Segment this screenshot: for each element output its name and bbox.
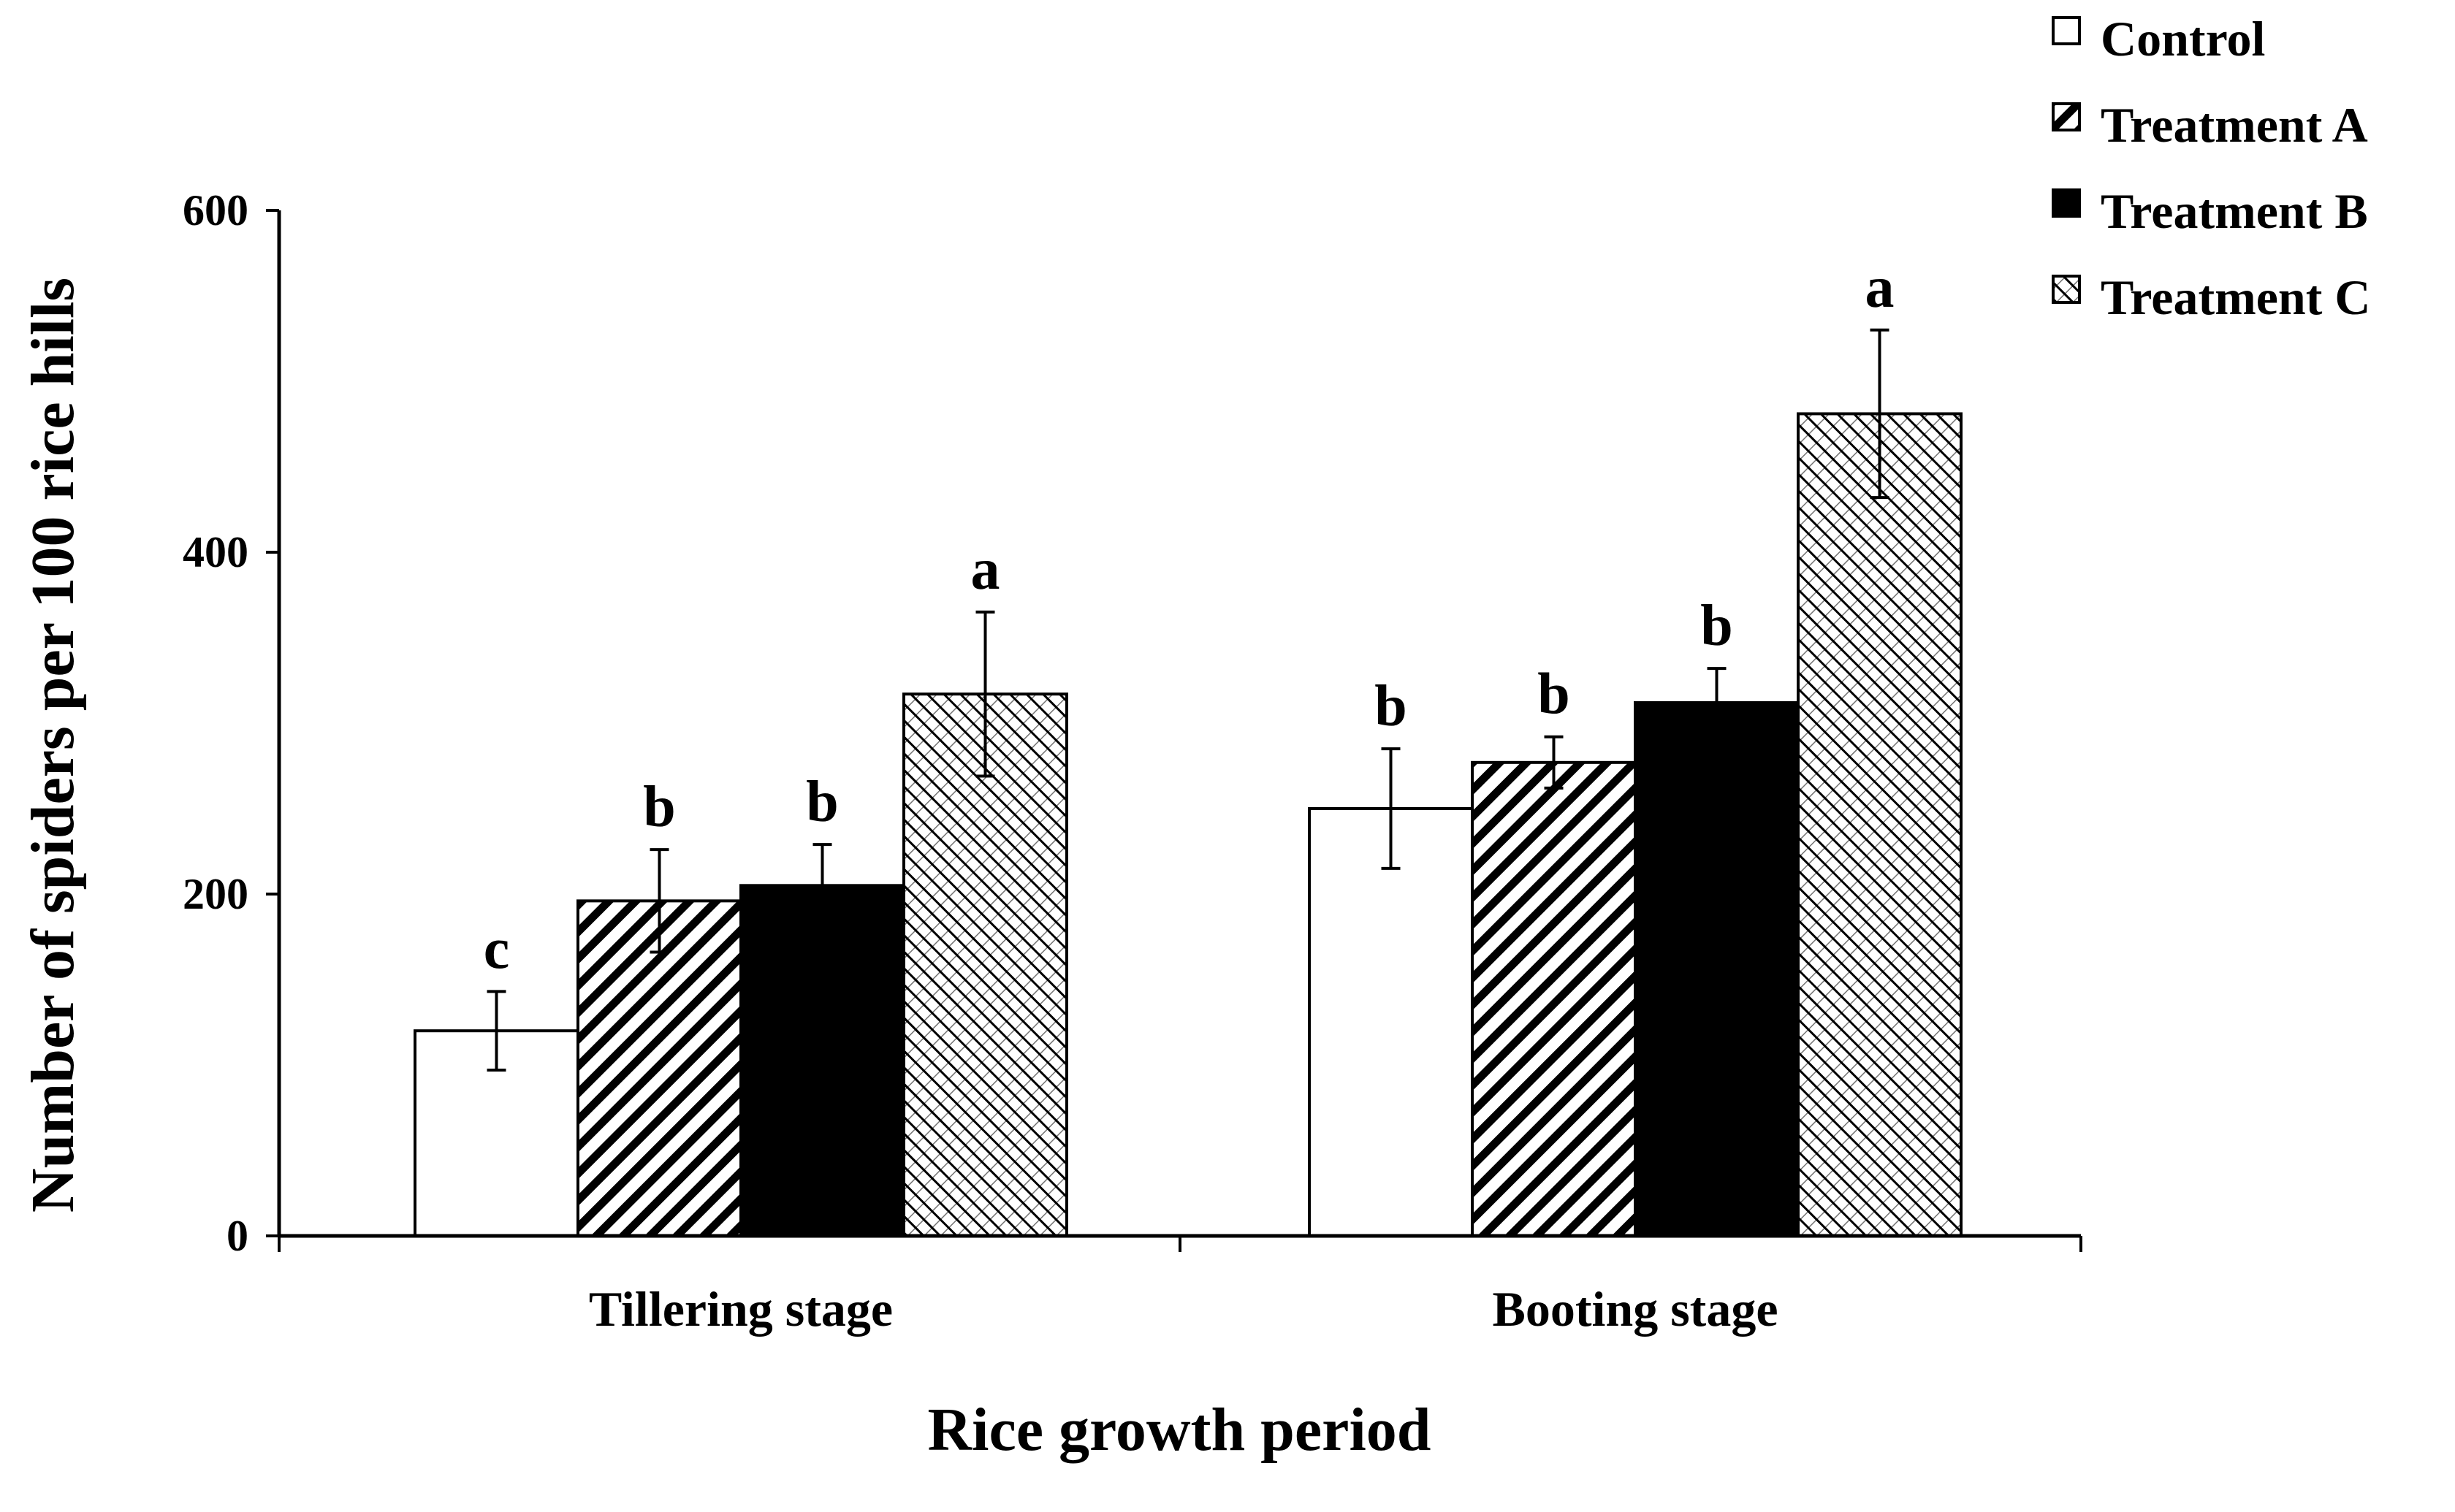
bar-treatment-b-booting-stage bbox=[1634, 700, 1800, 1237]
bar-control-booting-stage bbox=[1308, 807, 1474, 1237]
y-tick-label-200: 200 bbox=[183, 870, 248, 918]
error-bar-treatment-b-tillering-stage bbox=[812, 843, 832, 928]
legend-label-treatment-b: Treatment B bbox=[2101, 183, 2368, 239]
sig-letter-treatment-c-tillering-stage: a bbox=[971, 538, 1000, 602]
bar-treatment-c-booting-stage bbox=[1797, 412, 1963, 1238]
x-axis-title: Rice growth period bbox=[927, 1396, 1431, 1464]
error-bar-treatment-b-booting-stage bbox=[1707, 667, 1727, 738]
error-bar-treatment-c-tillering-stage bbox=[975, 610, 995, 778]
sig-letter-treatment-a-tillering-stage: b bbox=[643, 775, 676, 839]
legend-swatch-treatment-b bbox=[2052, 188, 2081, 218]
y-tick-label-600: 600 bbox=[183, 186, 248, 234]
legend-label-treatment-c: Treatment C bbox=[2101, 270, 2370, 325]
significance-letters-layer: c b b b b b a a bbox=[484, 256, 1895, 982]
y-tick-label-400: 400 bbox=[183, 528, 248, 576]
sig-letter-treatment-c-booting-stage: a bbox=[1865, 256, 1895, 320]
legend-swatch-treatment-c bbox=[2052, 275, 2081, 304]
bar-treatment-a-booting-stage bbox=[1471, 760, 1637, 1237]
sig-letter-treatment-a-booting-stage: b bbox=[1537, 663, 1570, 727]
error-bar-treatment-a-tillering-stage bbox=[650, 848, 669, 954]
legend-label-treatment-a: Treatment A bbox=[2101, 97, 2368, 153]
legend: Control Treatment A Treatment B Treatmen… bbox=[2052, 11, 2370, 325]
x-category-label-tillering-stage: Tillering stage bbox=[589, 1281, 893, 1337]
sig-letter-treatment-b-booting-stage: b bbox=[1700, 594, 1733, 658]
bar-treatment-b-tillering-stage bbox=[739, 884, 905, 1238]
error-bars-layer bbox=[487, 328, 1889, 1072]
error-bar-treatment-a-booting-stage bbox=[1544, 735, 1564, 790]
error-bar-treatment-c-booting-stage bbox=[1870, 328, 1889, 500]
y-tick-label-0: 0 bbox=[227, 1212, 248, 1260]
error-bar-control-booting-stage bbox=[1381, 747, 1401, 870]
legend-swatch-control bbox=[2052, 16, 2081, 45]
legend-label-control: Control bbox=[2101, 11, 2265, 66]
sig-letter-treatment-b-tillering-stage: b bbox=[806, 770, 839, 834]
error-bar-control-tillering-stage bbox=[487, 990, 506, 1072]
sig-letter-control-booting-stage: b bbox=[1374, 674, 1407, 738]
bars-layer bbox=[414, 412, 1963, 1238]
x-category-label-booting-stage: Booting stage bbox=[1493, 1281, 1778, 1337]
legend-swatch-treatment-a bbox=[2052, 102, 2081, 131]
y-axis-title: Number of spiders per 100 rice hills bbox=[19, 278, 87, 1213]
sig-letter-control-tillering-stage: c bbox=[484, 917, 510, 981]
ticks-layer: 0 200 400 600 Tillering stage Booting stage bbox=[183, 186, 2082, 1337]
